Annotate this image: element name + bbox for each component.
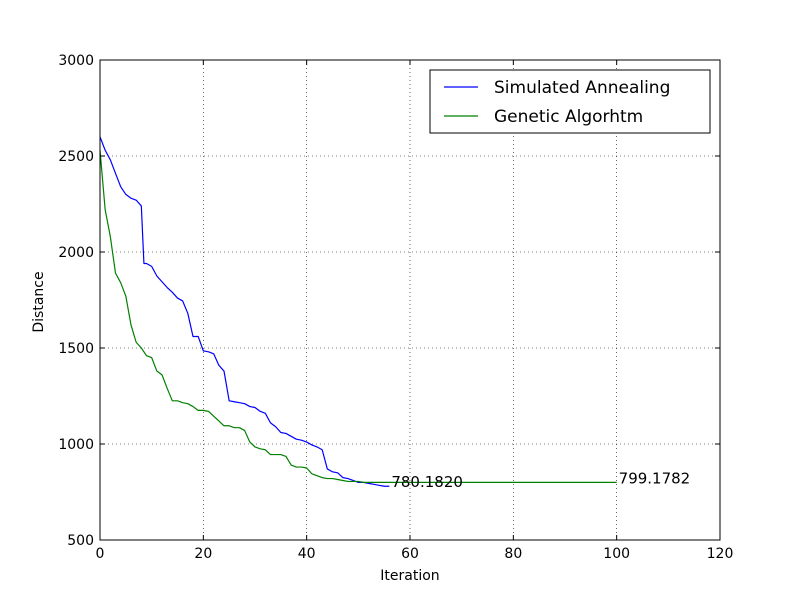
x-tick-label: 40 bbox=[298, 546, 316, 562]
y-tick-label: 500 bbox=[67, 533, 94, 549]
annotations: 780.1820 799.1782 bbox=[391, 470, 690, 492]
x-tick-label: 60 bbox=[401, 546, 419, 562]
grid bbox=[100, 60, 720, 540]
legend-frame bbox=[429, 69, 711, 134]
y-tick-label: 2500 bbox=[58, 149, 94, 165]
ticks: 0 20 40 60 80 100 120 500 1000 1500 2000 2500 3000 bbox=[58, 53, 733, 562]
x-tick-label: 100 bbox=[603, 546, 630, 562]
y-tick-label: 1500 bbox=[58, 341, 94, 357]
legend-label-genetic-algorithm: Genetic Algorhtm bbox=[494, 107, 643, 127]
annotation-label: 799.1782 bbox=[619, 470, 691, 488]
x-tick-label: 120 bbox=[707, 546, 734, 562]
legend-label-simulated-annealing: Simulated Annealing bbox=[494, 78, 670, 98]
y-tick-label: 2000 bbox=[58, 245, 94, 261]
x-tick-label: 20 bbox=[194, 546, 212, 562]
y-tick-label: 3000 bbox=[58, 53, 94, 69]
series-layer bbox=[99, 136, 617, 487]
y-tick-label: 1000 bbox=[58, 437, 94, 453]
y-axis-label: Distance bbox=[31, 271, 47, 332]
series-line-simulated-annealing bbox=[99, 136, 390, 487]
legend: Simulated Annealing Genetic Algorhtm bbox=[429, 69, 711, 134]
series-line-genetic-algorhtm bbox=[99, 150, 617, 483]
x-axis-label: Iteration bbox=[380, 568, 439, 584]
x-tick-label: 0 bbox=[96, 546, 105, 562]
x-tick-label: 80 bbox=[504, 546, 522, 562]
annotation-label: 780.1820 bbox=[391, 473, 463, 491]
